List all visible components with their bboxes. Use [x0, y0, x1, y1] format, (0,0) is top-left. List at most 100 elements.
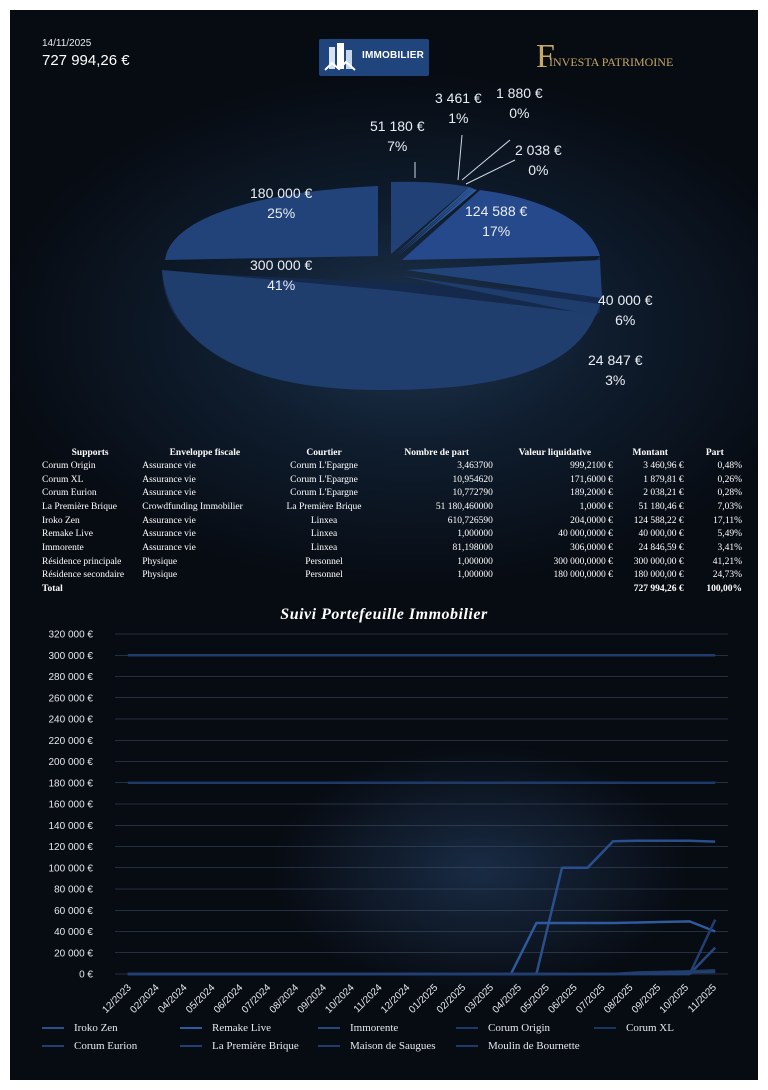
legend-label: Corum Origin [488, 1022, 551, 1034]
y-tick-label: 100 000 € [49, 863, 94, 874]
legend-item: Maison de Saugues [318, 1040, 436, 1056]
table-row: Iroko Zen Assurance vie Linxea 610,726590 20… [40, 514, 744, 528]
cell-support: Corum XL [42, 474, 84, 485]
table-total-row: Total 727 994,26 € 100,00% [40, 582, 744, 596]
x-tick-label: 11/2024 [352, 982, 385, 1015]
finvesta-logo-text: INVESTA PATRIMOINE [549, 55, 674, 69]
cell-montant: 3 460,96 € [643, 460, 684, 471]
pie-leader-lines [414, 134, 516, 185]
pie-label-la-premiere-brique: 51 180 € 7% [370, 116, 425, 156]
series-line-la-premi-re-brique [127, 919, 717, 976]
pie-label-pct: 25% [267, 205, 296, 221]
x-tick-label: 01/2025 [407, 982, 441, 1016]
cell-valeur-liquidative: 300 000,0000 € [553, 556, 613, 567]
cell-enveloppe: Assurance vie [142, 488, 196, 499]
x-tick-label: 09/2025 [630, 982, 664, 1016]
x-tick-label: 12/2024 [379, 982, 413, 1016]
pie-label-pct: 3% [605, 372, 626, 388]
pie-label-pct: 0% [528, 162, 549, 178]
cell-courtier: Linxea [310, 542, 338, 553]
y-tick-label: 180 000 € [49, 778, 94, 789]
legend-label: Corum XL [626, 1022, 674, 1034]
y-tick-label: 0 € [79, 970, 93, 981]
cell-montant: 40 000,00 € [638, 529, 684, 540]
pie-label-value: 2 038 € [515, 142, 562, 158]
cell-valeur-liquidative: 180 000,0000 € [553, 570, 613, 581]
legend-item: Corum Origin [456, 1022, 550, 1038]
pie-label-pct: 6% [615, 312, 636, 328]
legend-item: La Première Brique [180, 1040, 299, 1056]
pie-slice-corum-eurion [398, 189, 477, 256]
cell-support: Corum Origin [42, 460, 96, 471]
cell-support: Iroko Zen [42, 515, 80, 526]
pie-label-value: 40 000 € [598, 292, 653, 308]
legend-label: Maison de Saugues [350, 1040, 436, 1052]
legend-swatch [456, 1045, 478, 1048]
cell-enveloppe: Assurance vie [142, 515, 196, 526]
y-tick-label: 140 000 € [49, 821, 94, 832]
pie-label-value: 51 180 € [370, 118, 425, 134]
pie-label-iroko-zen: 124 588 € 17% [465, 201, 527, 241]
x-tick-label: 10/2024 [323, 982, 357, 1016]
legend-label: Immorente [350, 1022, 399, 1034]
cell-enveloppe: Assurance vie [142, 542, 196, 553]
report-date: 14/11/2025 [42, 38, 92, 49]
pie-slice-corum-xl [396, 188, 474, 256]
col-header-enveloppe: Enveloppe fiscale [169, 447, 241, 458]
pie-slice-corum-origin [394, 187, 472, 256]
cell-nombre-de-part: 3,463700 [457, 460, 493, 471]
pie-label-pct: 1% [448, 110, 469, 126]
cell-nombre-de-part: 81,198000 [452, 542, 493, 553]
cell-courtier: Personnel [305, 556, 343, 567]
pie-slice-la-premiere-brique [391, 181, 469, 254]
legend-item: Corum Eurion [42, 1040, 137, 1056]
cell-support: Corum Eurion [42, 488, 97, 499]
cell-part: 41,21% [712, 556, 742, 567]
y-tick-label: 160 000 € [49, 800, 94, 811]
cell-montant: 300 000,00 € [633, 556, 684, 567]
x-tick-label: 07/2025 [574, 982, 608, 1016]
y-tick-label: 40 000 € [54, 927, 93, 938]
cell-courtier: Linxea [310, 529, 338, 540]
cell-montant: 24 846,59 € [638, 542, 684, 553]
pie-label-residence-principale: 300 000 € 41% [250, 255, 312, 295]
cell-support: Résidence principale [42, 556, 122, 567]
pie-label-value: 24 847 € [588, 352, 643, 368]
cell-support: Résidence secondaire [42, 570, 125, 581]
total-label: Total [42, 584, 63, 595]
cell-montant: 51 180,46 € [638, 501, 684, 512]
legend-label: Corum Eurion [74, 1040, 138, 1052]
x-tick-label: 11/2025 [686, 982, 719, 1015]
series-line-immorente [127, 946, 717, 976]
legend-swatch [456, 1027, 478, 1030]
cell-part: 17,11% [713, 515, 742, 526]
pie-label-value: 180 000 € [250, 185, 313, 201]
legend-swatch [318, 1027, 340, 1030]
table-row: Remake Live Assurance vie Linxea 1,000000 40… [40, 527, 744, 541]
cell-courtier: Corum L'Epargne [290, 460, 358, 471]
legend-item: Immorente [318, 1022, 398, 1038]
immobilier-logo-text: IMMOBILIER [362, 50, 424, 61]
cell-enveloppe: Crowdfunding Immobilier [142, 501, 243, 512]
cell-part: 24,73% [712, 570, 742, 581]
legend-item: Moulin de Bournette [456, 1040, 580, 1056]
x-tick-label: 06/2025 [546, 982, 580, 1016]
immobilier-logo: IMMOBILIER [319, 39, 429, 76]
cell-courtier: Corum L'Epargne [290, 488, 358, 499]
background-glow [10, 610, 758, 1080]
y-tick-label: 220 000 € [49, 736, 94, 747]
col-header-montant: Montant [632, 447, 668, 458]
table-row: Corum Origin Assurance vie Corum L'Epargne… [40, 459, 744, 473]
legend-swatch [594, 1027, 616, 1030]
cell-enveloppe: Assurance vie [142, 529, 196, 540]
y-tick-label: 260 000 € [49, 693, 94, 704]
x-tick-label: 08/2025 [602, 982, 636, 1016]
x-tick-label: 10/2025 [658, 982, 692, 1016]
pie-slice-residence-principale [162, 270, 596, 390]
report-page: 14/11/2025 727 994,26 € IMMOBILIER F INV… [10, 10, 758, 1080]
cell-montant: 2 038,21 € [643, 488, 684, 499]
cell-part: 3,41% [717, 542, 742, 553]
y-tick-label: 280 000 € [49, 672, 94, 683]
pie-slice-remake-live [406, 260, 602, 298]
cell-part: 5,49% [717, 529, 742, 540]
